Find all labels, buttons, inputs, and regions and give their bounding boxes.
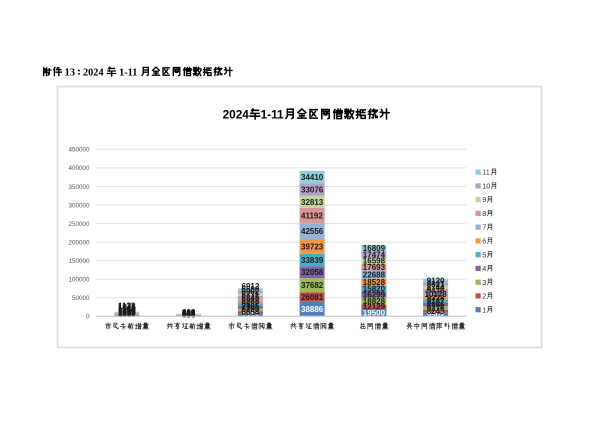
svg-text:623: 623 (182, 310, 196, 319)
svg-text:41192: 41192 (301, 212, 323, 221)
svg-text:18528: 18528 (363, 278, 386, 287)
svg-text:6854: 6854 (242, 308, 260, 317)
svg-text:26081: 26081 (301, 293, 324, 302)
svg-text:4: 4 (482, 264, 486, 273)
svg-text:400000: 400000 (69, 165, 91, 172)
svg-text:1143: 1143 (118, 304, 136, 313)
svg-text:649: 649 (182, 309, 196, 318)
svg-text:590: 590 (182, 308, 196, 317)
svg-text:32813: 32813 (301, 198, 324, 207)
svg-text:38886: 38886 (301, 305, 324, 314)
svg-text:606: 606 (182, 308, 196, 317)
svg-text:6: 6 (482, 237, 486, 246)
svg-text:150000: 150000 (69, 258, 91, 265)
svg-text:2024: 2024 (83, 68, 106, 79)
svg-text:634: 634 (182, 310, 196, 319)
svg-text:1076: 1076 (118, 303, 136, 312)
svg-text:9276: 9276 (427, 304, 445, 313)
svg-text:9120: 9120 (427, 276, 445, 285)
svg-text:250000: 250000 (69, 221, 91, 228)
svg-text:37682: 37682 (301, 281, 324, 290)
svg-text:6771: 6771 (242, 291, 260, 300)
svg-text:615: 615 (182, 309, 196, 318)
svg-text:5: 5 (482, 250, 486, 259)
svg-text:8: 8 (482, 209, 486, 218)
svg-text:100000: 100000 (69, 277, 91, 284)
svg-text:9147: 9147 (427, 297, 445, 306)
svg-text:2024: 2024 (223, 108, 250, 122)
svg-text:6790: 6790 (242, 305, 260, 314)
svg-text:1098: 1098 (118, 307, 136, 316)
svg-text:39723: 39723 (301, 242, 324, 251)
svg-text:6632: 6632 (242, 299, 260, 308)
svg-text:587: 587 (182, 311, 196, 320)
svg-text:12129: 12129 (363, 303, 386, 312)
svg-text:1156: 1156 (118, 309, 136, 318)
svg-text:200000: 200000 (69, 239, 91, 246)
svg-text:1: 1 (482, 305, 486, 314)
svg-text:8744: 8744 (427, 283, 445, 292)
svg-text:9502: 9502 (427, 310, 445, 319)
svg-text:9415: 9415 (427, 287, 445, 296)
svg-text:34410: 34410 (301, 173, 324, 182)
svg-text:9321: 9321 (427, 280, 445, 289)
svg-text:16598: 16598 (363, 257, 386, 266)
svg-text:9328: 9328 (427, 294, 445, 303)
svg-text:1102: 1102 (118, 311, 136, 320)
svg-text:300000: 300000 (69, 202, 91, 209)
svg-text:1023: 1023 (118, 308, 136, 317)
svg-text:6845: 6845 (242, 294, 260, 303)
svg-text:1132: 1132 (118, 302, 136, 311)
svg-text:7105: 7105 (242, 302, 260, 311)
svg-text:1120: 1120 (118, 306, 136, 315)
svg-text:10178: 10178 (425, 290, 448, 299)
svg-text:32058: 32058 (301, 268, 324, 277)
svg-text:9: 9 (482, 195, 486, 204)
svg-text:6988: 6988 (242, 296, 260, 305)
svg-text:6902: 6902 (242, 288, 260, 297)
svg-text:605: 605 (182, 310, 196, 319)
svg-text:612: 612 (182, 311, 196, 320)
svg-text:1-11: 1-11 (117, 68, 140, 79)
svg-text:18828: 18828 (363, 297, 386, 306)
svg-text:1087: 1087 (118, 310, 136, 319)
svg-text:22688: 22688 (363, 271, 386, 280)
svg-text:17474: 17474 (363, 250, 386, 259)
svg-text:42556: 42556 (301, 227, 324, 236)
svg-text:13: 13 (62, 68, 75, 79)
svg-text:17693: 17693 (363, 263, 386, 272)
svg-text:7213: 7213 (242, 311, 260, 320)
svg-text:350000: 350000 (69, 184, 91, 191)
svg-text:1164: 1164 (118, 305, 136, 314)
svg-text:16809: 16809 (363, 244, 386, 253)
svg-text:581: 581 (182, 309, 196, 318)
svg-text:7: 7 (482, 223, 486, 232)
svg-text:8956: 8956 (427, 301, 445, 310)
svg-text:598: 598 (182, 310, 196, 319)
svg-text:16299: 16299 (363, 291, 386, 300)
svg-text:1-11: 1-11 (261, 108, 284, 122)
svg-text:6912: 6912 (242, 282, 260, 291)
svg-text:50000: 50000 (72, 295, 90, 302)
svg-text:33839: 33839 (301, 256, 324, 265)
svg-text:10: 10 (482, 182, 490, 191)
svg-text:11: 11 (482, 168, 489, 177)
svg-text:0: 0 (86, 314, 90, 321)
svg-text:1089: 1089 (118, 304, 136, 313)
svg-text:19500: 19500 (363, 309, 386, 318)
svg-text:8243: 8243 (427, 307, 445, 316)
svg-text:6588: 6588 (242, 285, 260, 294)
svg-text:3: 3 (482, 278, 486, 287)
svg-text:15820: 15820 (363, 285, 386, 294)
svg-text:2: 2 (482, 292, 486, 301)
svg-text:33076: 33076 (301, 186, 324, 195)
svg-text:450000: 450000 (69, 147, 91, 154)
